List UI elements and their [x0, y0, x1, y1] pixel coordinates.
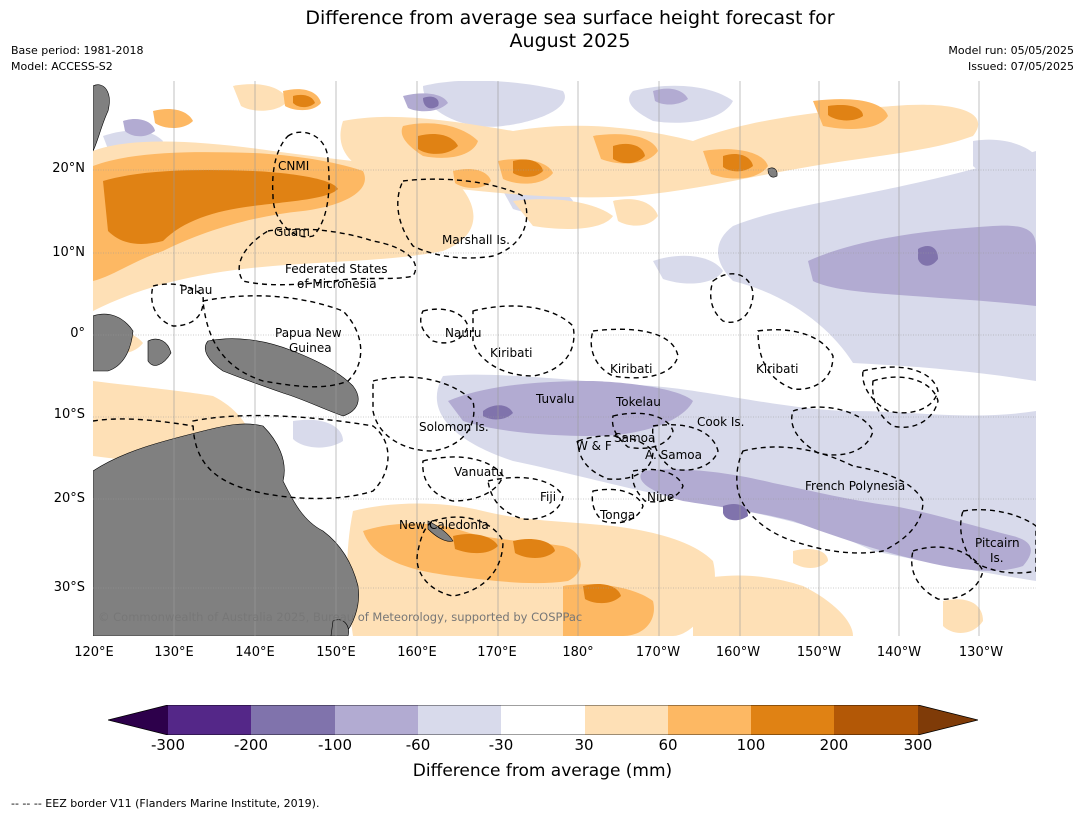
- label-palau: Palau: [180, 283, 212, 297]
- label-cnmi: CNMI: [278, 159, 309, 173]
- cbar-tick-m300: -300: [150, 736, 186, 754]
- label-fsm-1: Federated States: [285, 262, 387, 276]
- cbar-tick-100: 100: [736, 736, 766, 754]
- colorbar-segment-6: [585, 705, 668, 735]
- colorbar-segment-5: [501, 705, 585, 735]
- lon-tick-140w: 140°W: [876, 645, 922, 660]
- lon-tick-130w: 130°W: [958, 645, 1004, 660]
- lat-tick-10s: 10°S: [53, 407, 85, 422]
- title-line-1: Difference from average sea surface heig…: [305, 7, 835, 29]
- lon-tick-120e: 120°E: [74, 645, 114, 660]
- region-labels: CNMI Guam Marshall Is. Federated States …: [180, 159, 1020, 565]
- lat-gridlines: [93, 169, 1036, 589]
- lat-tick-0: 0°: [70, 326, 85, 341]
- label-nauru: Nauru: [445, 326, 481, 340]
- label-kiribati-central: Kiribati: [610, 362, 652, 376]
- new-caledonia-land: [427, 520, 454, 542]
- cbar-tick-m60: -60: [405, 736, 431, 754]
- lon-tick-150e: 150°E: [316, 645, 356, 660]
- sulawesi-land: [147, 338, 172, 366]
- colorbar-segment-2: [251, 705, 335, 735]
- lon-gridlines: [173, 81, 980, 636]
- cbar-tick-200: 200: [819, 736, 849, 754]
- label-french-polynesia: French Polynesia: [805, 479, 905, 493]
- lon-tick-140e: 140°E: [235, 645, 275, 660]
- australia-land: [93, 423, 359, 636]
- borneo-land: [93, 313, 134, 372]
- eez-footnote: -- -- -- EEZ border V11 (Flanders Marine…: [11, 797, 320, 810]
- lon-tick-160w: 160°W: [715, 645, 761, 660]
- lon-tick-180: 180°: [562, 645, 594, 660]
- lon-tick-150w: 150°W: [796, 645, 842, 660]
- label-tokelau: Tokelau: [615, 395, 661, 409]
- colorbar-segment-1: [168, 705, 251, 735]
- lat-tick-30s: 30°S: [53, 580, 85, 595]
- colorbar-segment-8: [751, 705, 834, 735]
- cbar-tick-m30: -30: [488, 736, 514, 754]
- lat-tick-10n: 10°N: [52, 245, 85, 260]
- colorbar-segment-7: [668, 705, 751, 735]
- label-wf: W & F: [576, 439, 612, 453]
- label-fsm-2: of Micronesia: [297, 277, 377, 291]
- cbar-tick-m200: -200: [233, 736, 269, 754]
- colorbar-segment-3: [335, 705, 418, 735]
- label-png-2: Guinea: [289, 341, 332, 355]
- title-line-2: August 2025: [509, 30, 631, 52]
- cbar-tick-m100: -100: [317, 736, 353, 754]
- new-zealand-land: [330, 619, 349, 636]
- colorbar: [108, 705, 978, 735]
- label-fiji: Fiji: [540, 490, 556, 504]
- lat-tick-20n: 20°N: [52, 161, 85, 176]
- label-new-caledonia: New Caledonia: [399, 518, 489, 532]
- philippines-land: [93, 84, 110, 152]
- meta-left: Base period: 1981-2018 Model: ACCESS-S2: [11, 43, 143, 75]
- chart-title: Difference from average sea surface heig…: [0, 7, 1085, 53]
- cbar-tick-300: 300: [903, 736, 933, 754]
- issued-date: Issued: 07/05/2025: [967, 60, 1074, 73]
- base-period: Base period: 1981-2018: [11, 44, 144, 57]
- label-asamoa: A. Samoa: [645, 448, 702, 462]
- eez-borders: [93, 131, 1036, 600]
- label-kiribati-east: Kiribati: [756, 362, 798, 376]
- copyright-notice: © Commonwealth of Australia 2025, Bureau…: [98, 610, 583, 624]
- hawaii-land: [767, 167, 778, 178]
- lat-tick-20s: 20°S: [53, 491, 85, 506]
- label-cook: Cook Is.: [697, 415, 744, 429]
- cbar-tick-60: 60: [658, 736, 678, 754]
- cbar-tick-30: 30: [574, 736, 594, 754]
- model-run: Model run: 05/05/2025: [948, 44, 1074, 57]
- colorbar-segment-10: [918, 705, 978, 735]
- negative-anomaly-strong: [423, 96, 938, 521]
- label-kiribati-west: Kiribati: [490, 346, 532, 360]
- meta-right: Model run: 05/05/2025 Issued: 07/05/2025: [948, 43, 1074, 75]
- lon-tick-170e: 170°E: [477, 645, 517, 660]
- land-masses: [93, 84, 778, 636]
- label-tonga: Tonga: [599, 508, 635, 522]
- lon-tick-170w: 170°W: [635, 645, 681, 660]
- lon-tick-160e: 160°E: [397, 645, 437, 660]
- model-name: Model: ACCESS-S2: [11, 60, 113, 73]
- label-marshall: Marshall Is.: [442, 233, 510, 247]
- colorbar-segment-0: [108, 705, 168, 735]
- lon-tick-130e: 130°E: [154, 645, 194, 660]
- label-png-1: Papua New: [275, 326, 342, 340]
- colorbar-segment-4: [418, 705, 501, 735]
- label-vanuatu: Vanuatu: [454, 465, 504, 479]
- map-svg: CNMI Guam Marshall Is. Federated States …: [93, 81, 1036, 636]
- new-guinea-land: [204, 338, 359, 417]
- label-solomon: Solomon Is.: [419, 420, 489, 434]
- colorbar-label: Difference from average (mm): [412, 761, 673, 781]
- positive-anomaly-strong: [103, 94, 863, 604]
- label-samoa: Samoa: [614, 431, 655, 445]
- label-guam: Guam: [274, 225, 310, 239]
- label-pitcairn-1: Pitcairn: [975, 536, 1020, 550]
- label-tuvalu: Tuvalu: [535, 392, 575, 406]
- label-pitcairn-2: Is.: [990, 551, 1004, 565]
- label-niue: Niue: [647, 490, 674, 504]
- forecast-map: CNMI Guam Marshall Is. Federated States …: [93, 81, 1036, 636]
- colorbar-segment-9: [834, 705, 918, 735]
